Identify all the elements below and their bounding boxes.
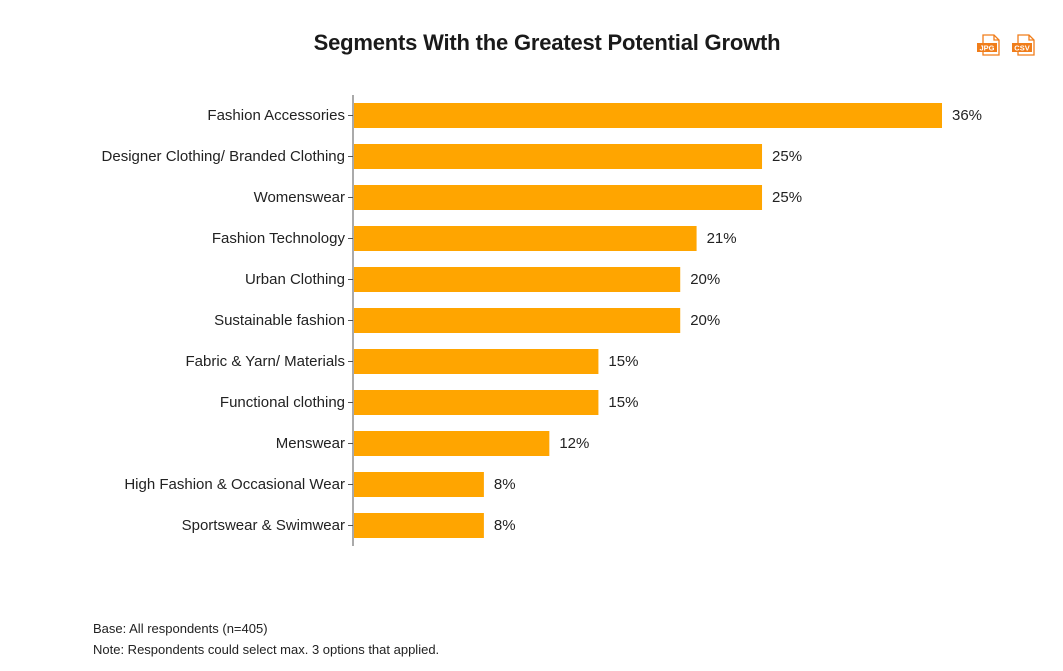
category-label: Fashion Accessories bbox=[207, 107, 345, 124]
data-label: 25% bbox=[772, 189, 802, 206]
category-label: Sustainable fashion bbox=[214, 312, 345, 329]
data-label: 36% bbox=[952, 107, 982, 124]
data-label: 20% bbox=[690, 271, 720, 288]
category-label: Fashion Technology bbox=[212, 230, 346, 247]
data-label: 15% bbox=[608, 394, 638, 411]
category-label: Womenswear bbox=[254, 189, 345, 206]
category-label: Designer Clothing/ Branded Clothing bbox=[102, 148, 345, 165]
bar[interactable] bbox=[354, 349, 599, 374]
base-note: Base: All respondents (n=405) bbox=[93, 621, 268, 636]
bar[interactable] bbox=[354, 226, 697, 251]
category-label: Fabric & Yarn/ Materials bbox=[186, 353, 346, 370]
csv-file-icon: CSV bbox=[1012, 34, 1035, 56]
jpg-file-icon: JPG bbox=[977, 34, 1000, 56]
selection-note: Note: Respondents could select max. 3 op… bbox=[93, 642, 440, 657]
data-label: 8% bbox=[494, 517, 516, 534]
bar[interactable] bbox=[354, 390, 599, 415]
chart-title: Segments With the Greatest Potential Gro… bbox=[313, 30, 781, 55]
csv-label: CSV bbox=[1014, 43, 1029, 52]
bar[interactable] bbox=[354, 308, 681, 333]
data-label: 20% bbox=[690, 312, 720, 329]
category-label: Sportswear & Swimwear bbox=[182, 517, 345, 534]
bar[interactable] bbox=[354, 267, 681, 292]
data-label: 8% bbox=[494, 476, 516, 493]
category-label: Urban Clothing bbox=[245, 271, 345, 288]
data-label: 25% bbox=[772, 148, 802, 165]
bar[interactable] bbox=[354, 431, 550, 456]
export-csv-button[interactable]: CSV bbox=[1012, 34, 1038, 56]
bar[interactable] bbox=[354, 103, 942, 128]
bar[interactable] bbox=[354, 144, 763, 169]
jpg-label: JPG bbox=[979, 43, 994, 52]
data-label: 12% bbox=[559, 435, 589, 452]
bar[interactable] bbox=[354, 185, 763, 210]
export-jpg-button[interactable]: JPG bbox=[977, 34, 1003, 56]
data-label: 21% bbox=[707, 230, 737, 247]
category-label: Functional clothing bbox=[220, 394, 345, 411]
category-label: High Fashion & Occasional Wear bbox=[124, 476, 345, 493]
bar-chart: Fashion Accessories 36% Designer Clothing/… bbox=[102, 95, 982, 546]
bar[interactable] bbox=[354, 472, 484, 497]
category-label: Menswear bbox=[276, 435, 345, 452]
data-label: 15% bbox=[608, 353, 638, 370]
chart-notes: Base: All respondents (n=405) Note: Resp… bbox=[93, 618, 439, 660]
bar[interactable] bbox=[354, 513, 484, 538]
